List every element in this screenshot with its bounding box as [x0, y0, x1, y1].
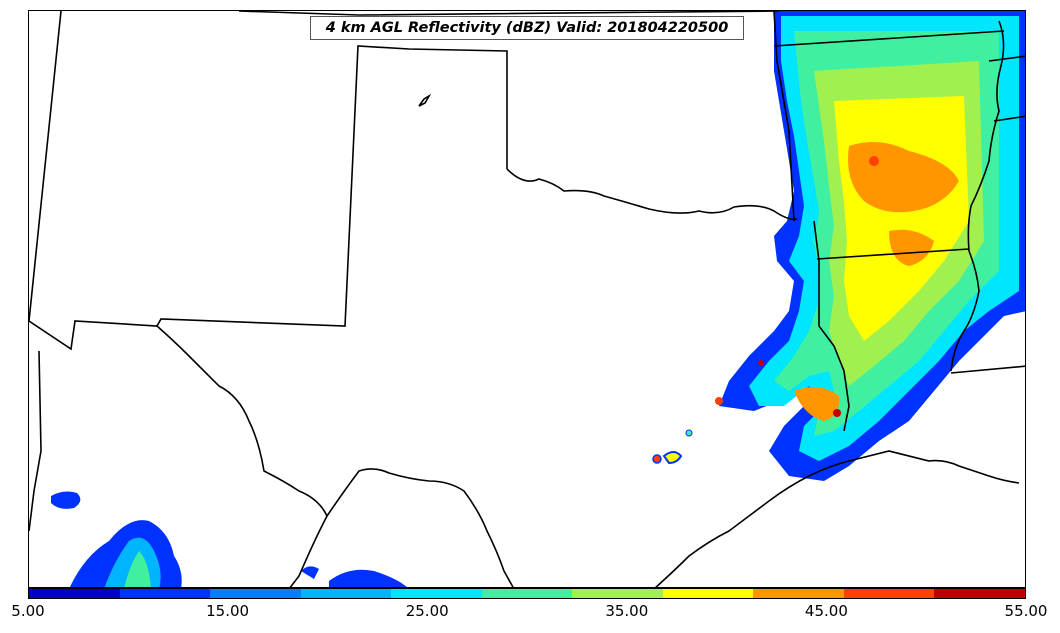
boundary-east-edge: [988, 55, 1025, 62]
boundary-west-state: [29, 11, 508, 351]
echo-cell-isolated: [662, 451, 683, 465]
echo-cell-red-2: [833, 409, 841, 417]
echo-sw-small: [51, 491, 81, 509]
colorbar-segment: [29, 589, 120, 598]
boundary-east-edge-2: [993, 115, 1025, 122]
colorbar-segment: [662, 589, 754, 598]
boundary-rio-grande-lower: [326, 468, 514, 587]
echo-cell-isolated-3: [685, 429, 693, 437]
reflectivity-echoes-southwest: [51, 491, 407, 587]
echo-sw-green: [124, 551, 151, 587]
echo-area-orange-2: [889, 229, 934, 266]
state-boundaries: [29, 11, 1025, 587]
echo-cell-isolated-2: [652, 454, 662, 464]
boundary-texas-panhandle-east: [773, 11, 795, 222]
echo-sw-small-2: [329, 569, 407, 587]
reflectivity-colorbar: [28, 588, 1026, 599]
boundary-oklahoma-red-river: [506, 168, 798, 221]
echo-cell-red: [869, 156, 879, 166]
colorbar-tick-label: 35.00: [605, 602, 649, 620]
colorbar-tick-label: 45.00: [804, 602, 848, 620]
boundary-rio-grande: [156, 325, 328, 587]
reflectivity-echoes: [652, 11, 1025, 481]
echo-sw-small-3: [301, 566, 319, 579]
boundary-gulf-coast: [655, 450, 1020, 587]
boundary-mid-west: [29, 350, 42, 532]
colorbar-segment: [572, 589, 663, 598]
colorbar-segment: [481, 589, 573, 598]
echo-cell-red-4: [715, 397, 723, 405]
map-canvas: [29, 11, 1025, 587]
colorbar-segment: [934, 589, 1026, 598]
echo-cell-red-3: [758, 360, 764, 366]
boundary-texas-louisiana: [813, 220, 850, 432]
boundary-southeast: [950, 365, 1025, 374]
colorbar-segment: [391, 589, 482, 598]
boundary-arkansas-south: [816, 248, 970, 260]
colorbar-tick-label: 15.00: [206, 602, 250, 620]
colorbar-segment: [300, 589, 392, 598]
colorbar-segment: [753, 589, 844, 598]
colorbar-segment: [119, 589, 211, 598]
echo-area-orange-3: [794, 387, 840, 421]
colorbar-tick-label: 55.00: [1004, 602, 1048, 620]
reflectivity-map: [28, 10, 1026, 588]
colorbar-tick-label: 5.00: [11, 602, 45, 620]
map-title: 4 km AGL Reflectivity (dBZ) Valid: 20180…: [310, 16, 744, 40]
boundary-tennessee: [773, 30, 1005, 47]
boundary-small-lake: [418, 93, 432, 107]
colorbar-segment: [210, 589, 301, 598]
boundary-mississippi-river: [950, 20, 1005, 372]
boundary-top-left: [238, 11, 780, 16]
colorbar-segment: [843, 589, 935, 598]
colorbar-tick-label: 25.00: [405, 602, 449, 620]
